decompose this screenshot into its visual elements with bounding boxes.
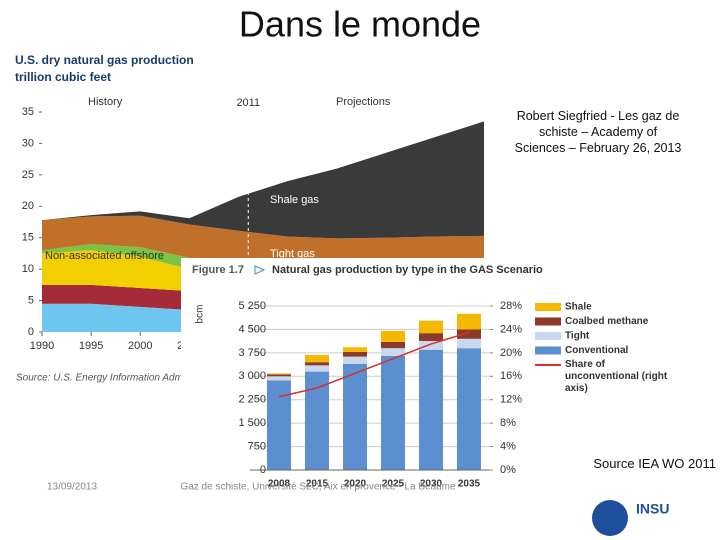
bar [457, 329, 481, 339]
y2-tick-label: 8% [500, 417, 516, 429]
legend-label: Coalbed methane [565, 316, 649, 327]
area [42, 121, 484, 239]
bar [305, 362, 329, 366]
area [42, 244, 484, 288]
chart-title: Natural gas production by type in the GA… [272, 264, 543, 276]
line [278, 331, 470, 398]
y-tick-label: 3 750 [238, 347, 266, 359]
bar [267, 374, 291, 377]
bar [381, 348, 405, 356]
bar [457, 348, 481, 470]
y2-tick-label: 4% [500, 440, 516, 452]
logo-icon [592, 500, 628, 536]
series-label: Non-associated offshore [45, 250, 164, 262]
bar [419, 349, 443, 470]
logo-text: INSU [636, 501, 669, 517]
x-tick-label: 1995 [79, 340, 103, 352]
y-tick-label: 15 [22, 232, 34, 244]
x-tick-label: 2015 [306, 479, 329, 490]
series-label: Shale gas [270, 194, 319, 206]
bar [343, 351, 367, 357]
y-tick-label: 5 250 [238, 300, 266, 312]
source: Source IEA WO 2011 [593, 456, 716, 471]
bar [419, 333, 443, 341]
y-tick-label: 4 500 [238, 323, 266, 335]
bar [381, 330, 405, 342]
y-tick-label: 750 [248, 440, 266, 452]
x-tick-label: 2020 [344, 479, 367, 490]
y-tick-label: 30 [22, 137, 34, 149]
iea-chart: Figure 1.7 Natural gas production by type… [181, 258, 705, 493]
x-tick-label: 2035 [458, 479, 481, 490]
bar [419, 320, 443, 334]
y-tick-label: 1 500 [238, 417, 266, 429]
x-tick-label: 2008 [268, 479, 291, 490]
x-tick-label: 2030 [420, 479, 443, 490]
footer-text: Gaz de schiste, Université SLC, Aix en p… [180, 482, 456, 493]
bar [457, 338, 481, 349]
legend-swatch [535, 332, 561, 340]
y2-tick-label: 24% [500, 323, 522, 335]
bar [419, 340, 443, 350]
y2-tick-label: 0% [500, 464, 516, 476]
legend-swatch [535, 317, 561, 326]
bar [381, 341, 405, 349]
y-tick-label: 35 [22, 106, 34, 118]
y-tick-label: 20 [22, 200, 34, 212]
bar [343, 363, 367, 470]
bar [343, 347, 367, 352]
legend-label: Tight [565, 331, 590, 342]
y-tick-label: 10 [22, 263, 34, 275]
slide-title: Dans le monde [239, 4, 481, 45]
x-tick-label: 2000 [128, 340, 152, 352]
legend-swatch [535, 303, 561, 311]
bar [267, 373, 291, 375]
y2-tick-label: 20% [500, 347, 522, 359]
legend-swatch [535, 346, 561, 355]
y-axis-label: bcm [195, 305, 206, 324]
annotation: 2011 [236, 97, 260, 109]
chart-subtitle: trillion cubic feet [15, 70, 111, 84]
bar [457, 313, 481, 330]
bar [267, 376, 291, 381]
legend-label: Conventional [565, 345, 629, 356]
bar [305, 371, 329, 470]
bar [267, 380, 291, 470]
series-label: Tight gas [270, 248, 315, 260]
citation: Robert Siegfried - Les gaz de schiste – … [514, 109, 682, 155]
bar [305, 365, 329, 372]
figure-arrow [254, 265, 266, 275]
y-tick-label: 3 000 [238, 370, 266, 382]
y2-tick-label: 12% [500, 394, 522, 406]
figure-label: Figure 1.7 [192, 264, 244, 276]
x-tick-label: 1990 [30, 340, 54, 352]
y2-tick-label: 16% [500, 370, 522, 382]
chart-title: U.S. dry natural gas production [15, 53, 194, 67]
footer-date: 13/09/2013 [47, 482, 97, 493]
x-tick-label: 2025 [382, 479, 405, 490]
chart-source: Source: U.S. Energy Information Admin [16, 373, 191, 384]
y-tick-label: 25 [22, 169, 34, 181]
annotation: Projections [336, 96, 391, 108]
y2-tick-label: 28% [500, 300, 522, 312]
y-tick-label: 5 [28, 294, 34, 306]
legend-label: Shale [565, 302, 592, 313]
y-tick-label: 2 250 [238, 394, 266, 406]
legend-label: Share of unconventional (right axis) [565, 359, 668, 394]
bar [343, 356, 367, 364]
y-tick-label: 0 [28, 326, 34, 338]
annotation: History [88, 96, 123, 108]
bar [381, 355, 405, 470]
bar [305, 355, 329, 363]
